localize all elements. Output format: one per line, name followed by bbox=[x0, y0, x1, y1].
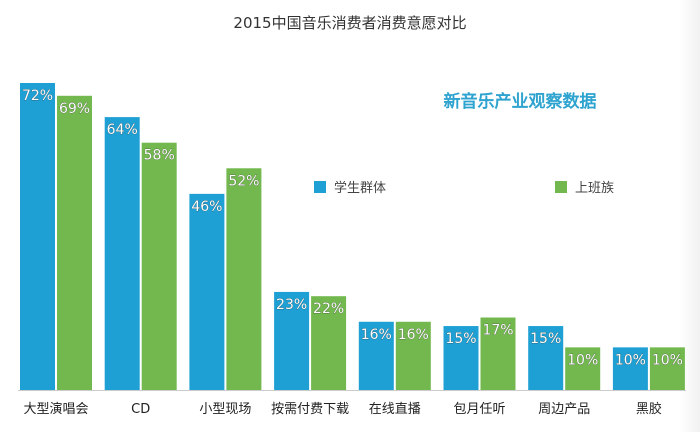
legend-swatch-workers bbox=[555, 181, 567, 193]
x-tick-label: 黑胶 bbox=[636, 401, 662, 417]
bar-students bbox=[274, 291, 310, 390]
x-tick-label: 小型现场 bbox=[199, 402, 251, 417]
data-label: 22% bbox=[313, 301, 344, 317]
data-label: 15% bbox=[530, 331, 561, 347]
bar-workers bbox=[649, 347, 685, 390]
bar-workers bbox=[226, 168, 262, 390]
data-label: 10% bbox=[567, 352, 598, 368]
data-label: 58% bbox=[144, 148, 175, 164]
bar-workers bbox=[395, 321, 431, 390]
x-tick-label: 在线直播 bbox=[369, 402, 421, 417]
data-label: 15% bbox=[445, 331, 476, 347]
bar-students bbox=[104, 117, 140, 390]
bar-workers bbox=[565, 347, 601, 390]
bar-students bbox=[612, 347, 648, 390]
data-label: 64% bbox=[107, 122, 138, 138]
x-tick-label: 周边产品 bbox=[538, 402, 590, 417]
bar-students bbox=[358, 321, 394, 390]
bar-students bbox=[528, 326, 564, 390]
bar-students bbox=[20, 83, 55, 390]
data-label: 72% bbox=[22, 88, 53, 104]
data-label: 16% bbox=[398, 327, 429, 343]
legend-label-workers: 上班族 bbox=[575, 180, 614, 196]
x-tick-label: 大型演唱会 bbox=[23, 401, 88, 417]
data-label: 17% bbox=[482, 323, 513, 339]
bar-workers bbox=[311, 296, 347, 390]
data-label: 46% bbox=[191, 199, 222, 215]
right-edge-shadow bbox=[680, 0, 700, 432]
bar-workers bbox=[57, 95, 92, 391]
data-label: 23% bbox=[276, 297, 307, 313]
legend-label-students: 学生群体 bbox=[334, 180, 386, 196]
bar-students bbox=[443, 326, 479, 390]
chart-title: 2015中国音乐消费者消费意愿对比 bbox=[233, 14, 466, 32]
data-label: 10% bbox=[615, 352, 646, 368]
x-tick-label: 包月任听 bbox=[453, 402, 505, 417]
data-label: 10% bbox=[652, 352, 683, 368]
data-label: 69% bbox=[59, 101, 90, 117]
x-tick-label: CD bbox=[131, 402, 150, 417]
data-label: 16% bbox=[361, 327, 392, 343]
bar-workers bbox=[141, 142, 177, 390]
x-tick-label: 按需付费下载 bbox=[271, 402, 349, 417]
data-label: 52% bbox=[228, 173, 259, 189]
legend-swatch-students bbox=[314, 181, 326, 193]
chart-subtitle: 新音乐产业观察数据 bbox=[444, 91, 597, 112]
bar-workers bbox=[480, 317, 516, 390]
bar-students bbox=[189, 193, 225, 390]
